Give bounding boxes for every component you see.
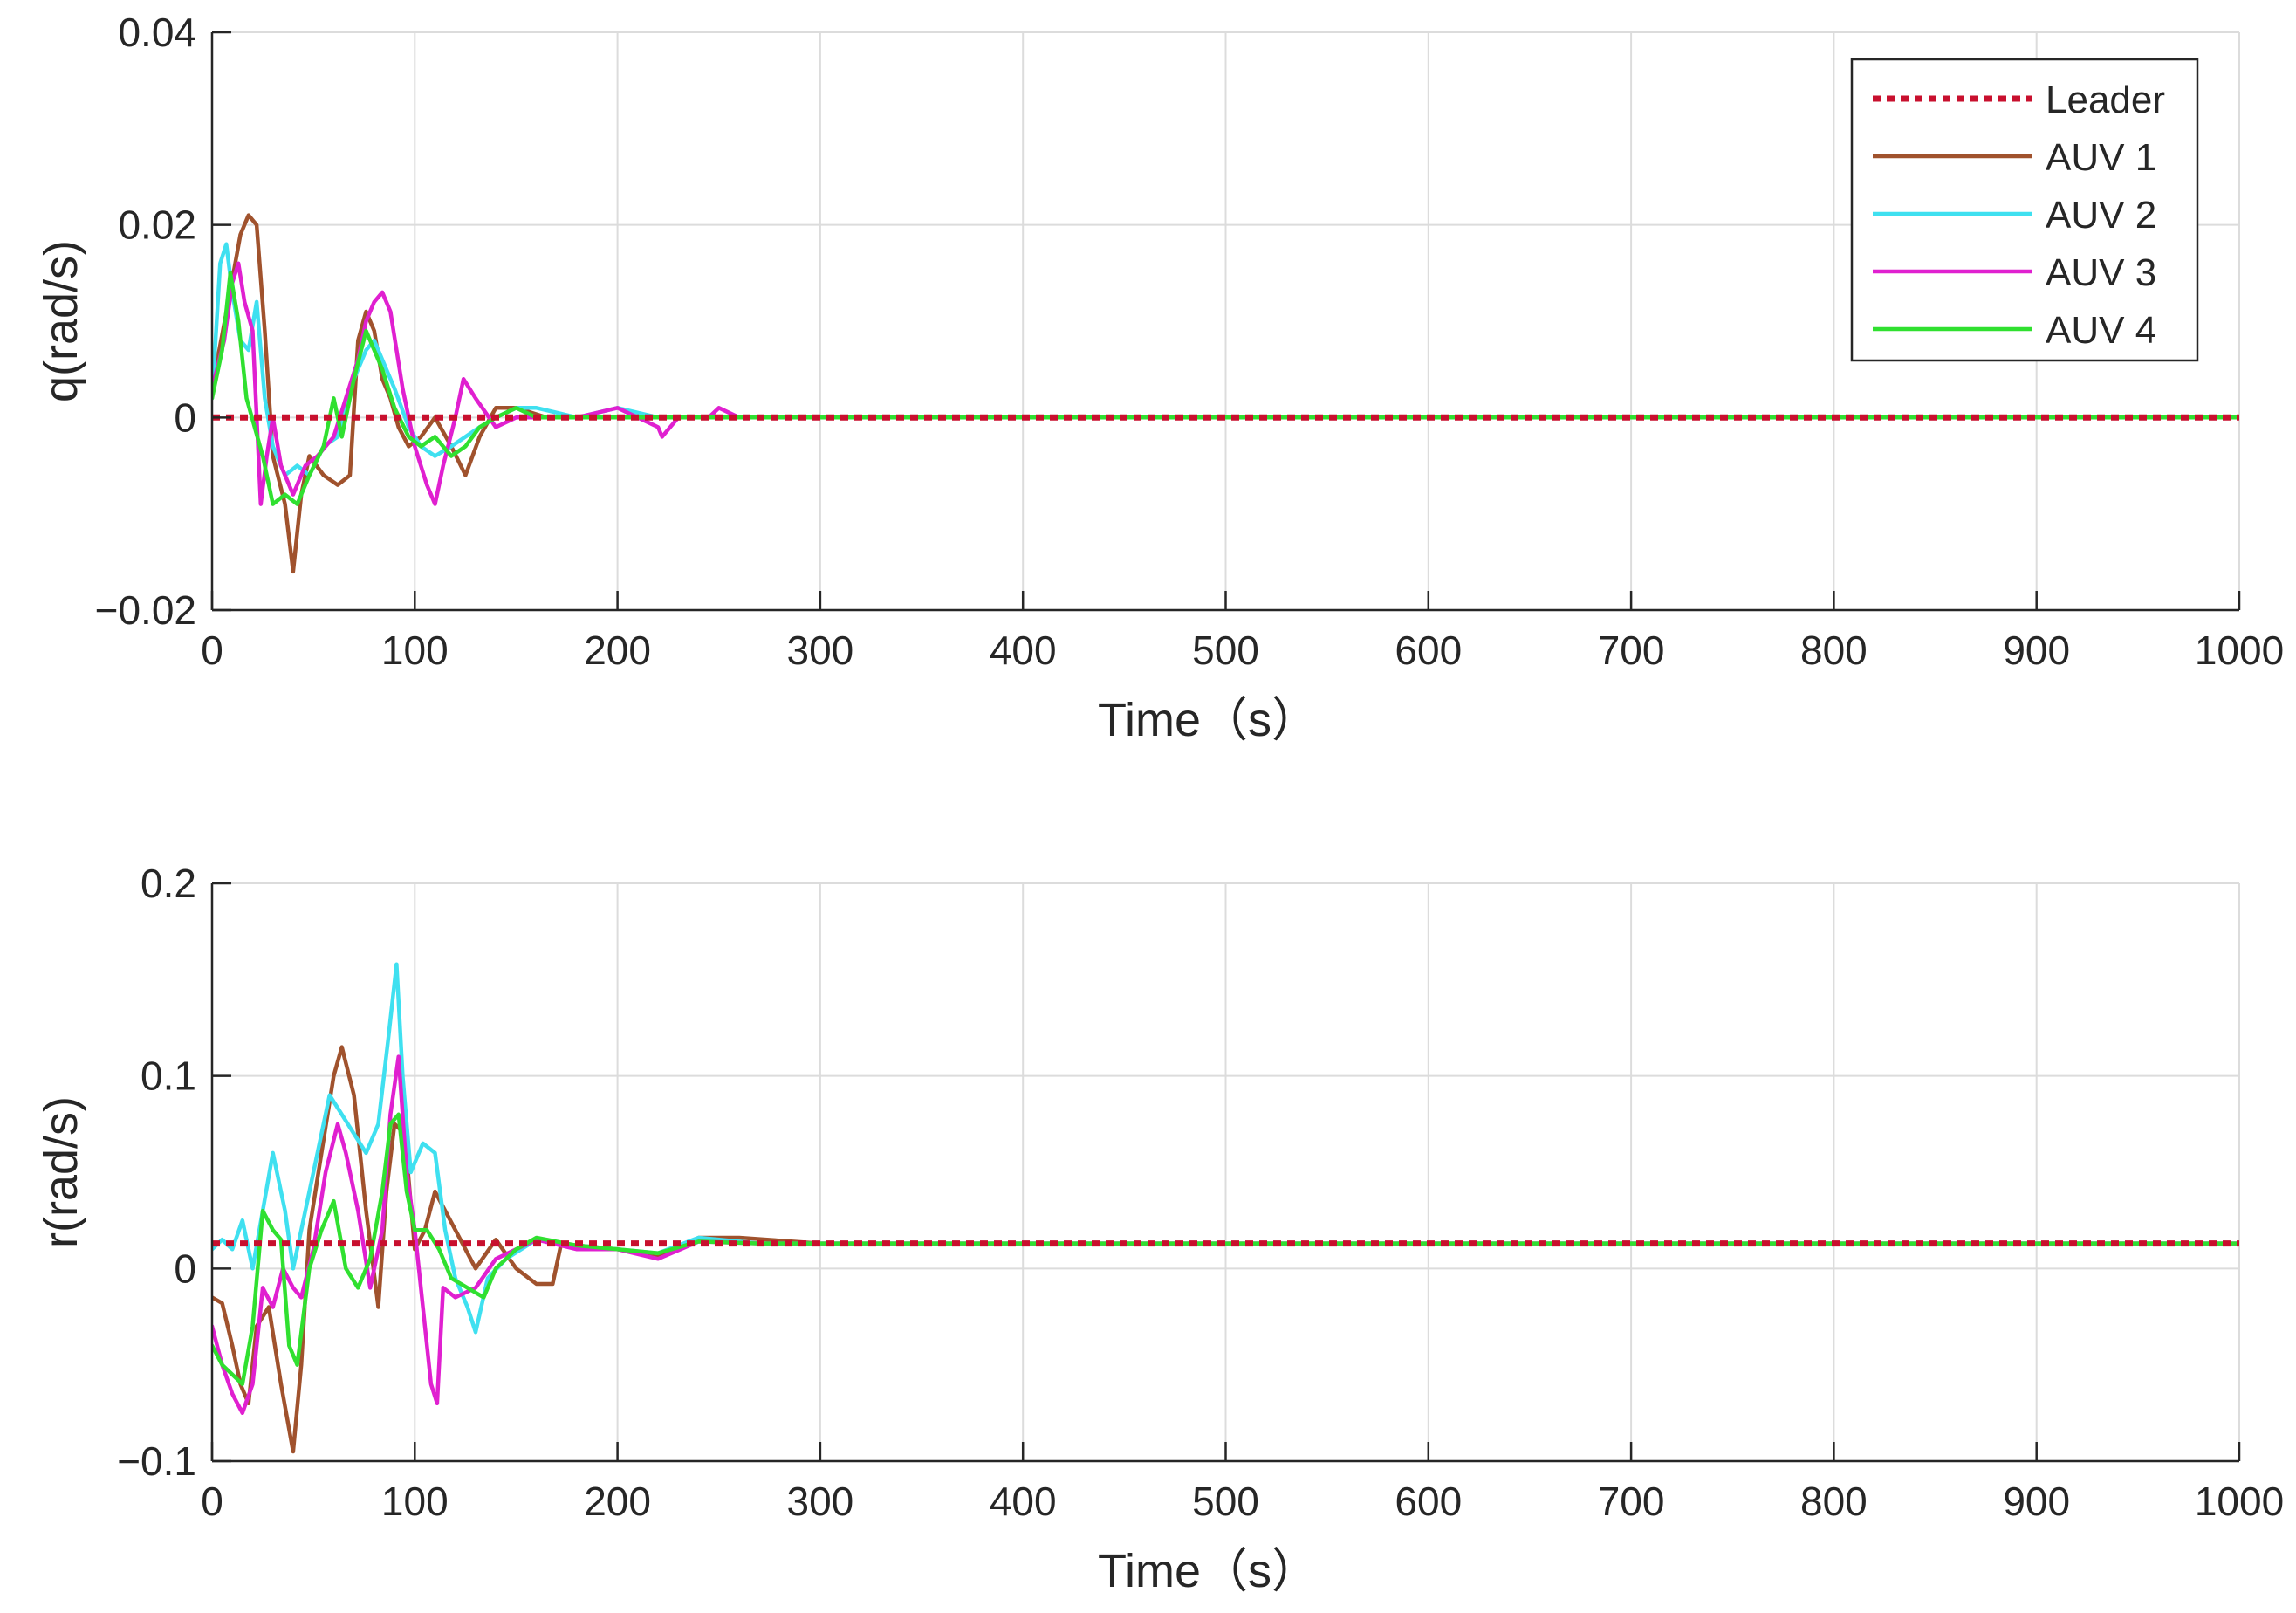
series-line-auv-4 (212, 271, 2239, 506)
x-tick-label: 300 (787, 1479, 854, 1524)
x-tick-label: 500 (1192, 1479, 1259, 1524)
y-tick-label: −0.02 (95, 587, 196, 633)
x-tick-label: 700 (1598, 1479, 1665, 1524)
x-tick-label: 200 (584, 628, 651, 673)
x-tick-label: 700 (1598, 628, 1665, 673)
x-tick-label: 100 (381, 628, 449, 673)
y-axis-label: r(rad/s) (35, 1096, 87, 1248)
x-tick-label: 0 (201, 628, 223, 673)
x-tick-label: 200 (584, 1479, 651, 1524)
y-tick-label: 0 (174, 1246, 196, 1291)
legend-label-auv-2: AUV 2 (2046, 194, 2156, 237)
x-tick-label: 400 (990, 628, 1057, 673)
x-tick-label: 500 (1192, 628, 1259, 673)
y-tick-label: 0.2 (141, 861, 196, 906)
x-tick-label: 100 (381, 1479, 449, 1524)
legend-label-auv-1: AUV 1 (2046, 136, 2156, 179)
x-tick-label: 800 (1800, 1479, 1868, 1524)
x-tick-label: 900 (2003, 1479, 2070, 1524)
y-axis-label: q(rad/s) (35, 240, 87, 402)
x-tick-label: 800 (1800, 628, 1868, 673)
x-tick-label: 1000 (2195, 1479, 2284, 1524)
series-line-auv-4 (212, 1112, 2239, 1386)
subplot-1: 0 100 200 300 400 500 600 700 800 900 1000−0.0200.… (35, 10, 2284, 746)
legend-label-auv-4: AUV 4 (2046, 309, 2156, 352)
x-tick-label: 900 (2003, 628, 2070, 673)
y-tick-label: 0 (174, 395, 196, 440)
y-tick-label: 0.1 (141, 1054, 196, 1099)
y-tick-label: 0.02 (118, 202, 196, 248)
legend-label-leader: Leader (2046, 79, 2165, 121)
x-axis-label: Time（s） (1098, 1545, 1319, 1597)
legend-box (1850, 58, 2199, 362)
x-tick-label: 300 (787, 628, 854, 673)
y-tick-label: 0.04 (118, 10, 196, 55)
x-tick-label: 0 (201, 1479, 223, 1524)
y-tick-label: −0.1 (117, 1438, 196, 1484)
x-tick-label: 600 (1395, 628, 1462, 673)
x-tick-label: 600 (1395, 1479, 1462, 1524)
x-axis-label: Time（s） (1098, 694, 1319, 746)
subplot-2: 0 100 200 300 400 500 600 700 800 900 1000−0.100.1… (35, 861, 2284, 1597)
legend: Leader AUV 1 AUV 2 AUV 3 AUV 4 (1850, 58, 2199, 362)
legend-label-auv-3: AUV 3 (2046, 251, 2156, 294)
x-tick-label: 1000 (2195, 628, 2284, 673)
series-line-auv-3 (212, 1054, 2239, 1416)
x-tick-label: 400 (990, 1479, 1057, 1524)
